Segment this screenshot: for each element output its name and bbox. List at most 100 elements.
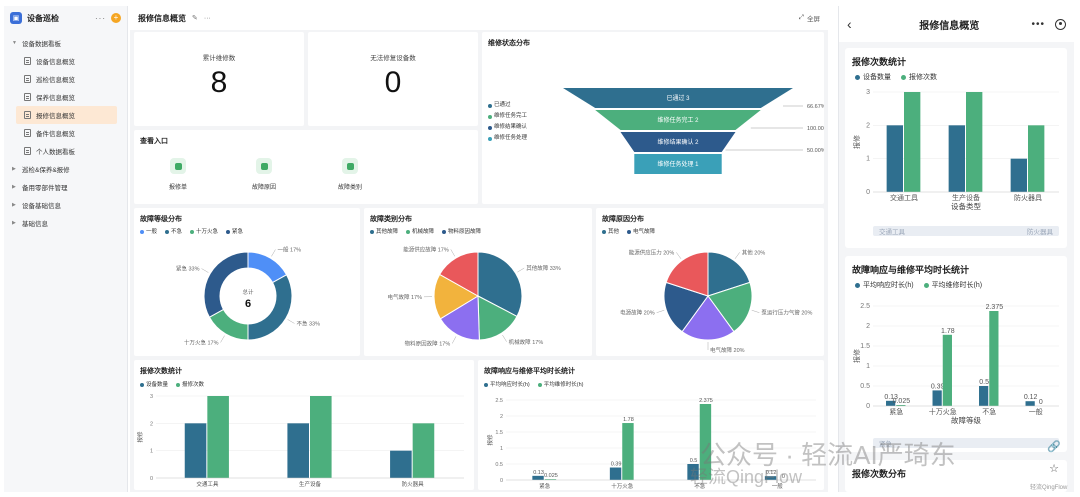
response-time-card: 故障响应与维修平均时长统计 平均响应时长(h) 平均维修时长(h) 0 0.5 1 1… — [478, 360, 824, 490]
more-icon[interactable]: ••• — [1031, 18, 1045, 30]
nav-group-inspection[interactable]: ▶ 巡检&保养&报修 — [4, 160, 127, 178]
more-icon[interactable]: ··· — [203, 14, 211, 22]
bar[interactable] — [1025, 401, 1035, 406]
legend-item[interactable]: 维修任务完工 — [488, 111, 527, 122]
mobile-repair-dist-card: 报修次数分布 — [845, 460, 1067, 492]
entry-repair-order[interactable]: 报修单 — [148, 158, 208, 191]
legend-item[interactable]: 报修次数 — [901, 72, 937, 82]
funnel-stage[interactable] — [620, 132, 736, 152]
pie-slice[interactable] — [247, 274, 293, 341]
pie-slice[interactable] — [663, 281, 709, 333]
x-tick-label: 紧急 — [539, 482, 551, 490]
legend-item[interactable]: 平均维修时长(h) — [537, 380, 583, 388]
x-tick-label: 防火器具 — [1014, 193, 1042, 202]
bar[interactable] — [287, 423, 309, 478]
chart-scrollbar[interactable]: 紧急 — [873, 438, 1059, 448]
bar[interactable] — [886, 400, 896, 406]
legend-item[interactable]: 机械故障 — [406, 227, 434, 235]
legend-item[interactable]: 一般 — [140, 227, 157, 235]
pie-slice[interactable] — [477, 295, 518, 341]
sidebar-item-inspection-overview[interactable]: 巡检信息概览 — [4, 70, 127, 88]
funnel-stage[interactable] — [595, 110, 761, 130]
legend-item[interactable]: 设备数量 — [140, 380, 168, 388]
star-icon[interactable]: ☆ — [1049, 463, 1059, 475]
pie-slice[interactable] — [681, 295, 735, 341]
bar[interactable] — [948, 125, 965, 192]
sidebar-item-device-overview[interactable]: 设备信息概览 — [4, 52, 127, 70]
sidebar-item-personal-dashboard[interactable]: 个人数据看板 — [4, 142, 127, 160]
sidebar-item-maintenance-overview[interactable]: 保养信息概览 — [4, 88, 127, 106]
sidebar-item-repair-overview[interactable]: 报修信息概览 — [16, 106, 117, 124]
y-axis-label: 报修 — [136, 431, 144, 443]
target-icon[interactable] — [1055, 18, 1066, 30]
entry-fault-category[interactable]: 故障类别 — [320, 158, 380, 191]
bar[interactable] — [622, 423, 634, 480]
pie-slice[interactable] — [433, 273, 479, 320]
pie-slice[interactable] — [203, 251, 249, 318]
funnel-stage[interactable] — [563, 88, 793, 108]
pie-label-line — [450, 249, 456, 257]
add-icon[interactable]: + — [111, 13, 121, 23]
bar-value-label: 0.5 — [979, 379, 989, 386]
y-tick-label: 2 — [866, 323, 870, 330]
legend-item[interactable]: 不急 — [165, 227, 182, 235]
funnel-stage[interactable] — [634, 154, 722, 174]
sidebar-item-spare-overview[interactable]: 备件信息概览 — [4, 124, 127, 142]
legend-item[interactable]: 平均维修时长(h) — [923, 280, 982, 290]
legend-item[interactable]: 十万火急 — [190, 227, 218, 235]
bar[interactable] — [904, 92, 921, 192]
chart-scrollbar[interactable]: 交通工具 防火器具 — [873, 226, 1059, 236]
pie-label: 其他 20% — [742, 248, 766, 256]
bar[interactable] — [310, 396, 332, 478]
bar[interactable] — [764, 476, 777, 480]
fullscreen-button[interactable]: ⤢ 全屏 — [799, 13, 820, 23]
pie-slice[interactable] — [707, 281, 753, 333]
legend-item[interactable]: 平均响应时长(h) — [855, 280, 914, 290]
legend-item[interactable]: 维修任务处理 — [488, 133, 527, 144]
bar[interactable] — [1010, 158, 1027, 192]
bar[interactable] — [989, 311, 999, 406]
bar[interactable] — [942, 334, 952, 406]
legend-item[interactable]: 设备数量 — [855, 72, 891, 82]
pie-slice[interactable] — [438, 251, 479, 297]
bar[interactable] — [1028, 125, 1045, 192]
pie-slice[interactable] — [439, 295, 480, 341]
bar[interactable] — [687, 464, 699, 480]
nav-group-spare-parts[interactable]: ▶ 备用零部件管理 — [4, 178, 127, 196]
nav-group-basic-info[interactable]: ▶ 基础信息 — [4, 214, 127, 232]
legend-item[interactable]: 报修次数 — [176, 380, 204, 388]
document-icon — [24, 129, 31, 137]
bar[interactable] — [966, 92, 983, 192]
legend-item[interactable]: 其他故障 — [370, 227, 398, 235]
more-icon[interactable]: ··· — [95, 13, 106, 23]
pie-slice[interactable] — [707, 251, 751, 297]
legend-item[interactable]: 电气故障 — [627, 227, 655, 235]
fault-reason-icon — [256, 158, 272, 174]
bar[interactable] — [532, 475, 544, 480]
legend-item[interactable]: 维修结果确认 — [488, 122, 527, 133]
bar[interactable] — [207, 396, 229, 478]
nav-group-dashboard[interactable]: ▼ 设备数据看板 — [4, 34, 127, 52]
legend-item[interactable]: 已通过 — [488, 100, 527, 111]
bar[interactable] — [184, 423, 207, 478]
bar[interactable] — [699, 404, 712, 480]
bar[interactable] — [412, 423, 435, 478]
bar[interactable] — [609, 467, 622, 480]
bar[interactable] — [979, 386, 989, 406]
link-icon[interactable]: 🔗 — [1047, 441, 1061, 453]
back-icon[interactable]: ‹ — [847, 16, 852, 32]
nav-group-device-info[interactable]: ▶ 设备基础信息 — [4, 196, 127, 214]
legend-item[interactable]: 物料原因故障 — [442, 227, 481, 235]
bar[interactable] — [896, 405, 906, 406]
pie-slice[interactable] — [477, 251, 523, 318]
legend-item[interactable]: 紧急 — [226, 227, 243, 235]
legend-item[interactable]: 平均响应时长(h) — [484, 380, 530, 388]
legend-item[interactable]: 其他 — [602, 227, 619, 235]
pie-slice[interactable] — [665, 251, 709, 297]
bar[interactable] — [932, 390, 942, 406]
edit-icon[interactable]: ✎ — [192, 15, 198, 22]
entry-fault-reason[interactable]: 故障原因 — [234, 158, 294, 191]
bar[interactable] — [390, 450, 412, 478]
bar[interactable] — [544, 479, 557, 480]
bar[interactable] — [886, 125, 903, 192]
